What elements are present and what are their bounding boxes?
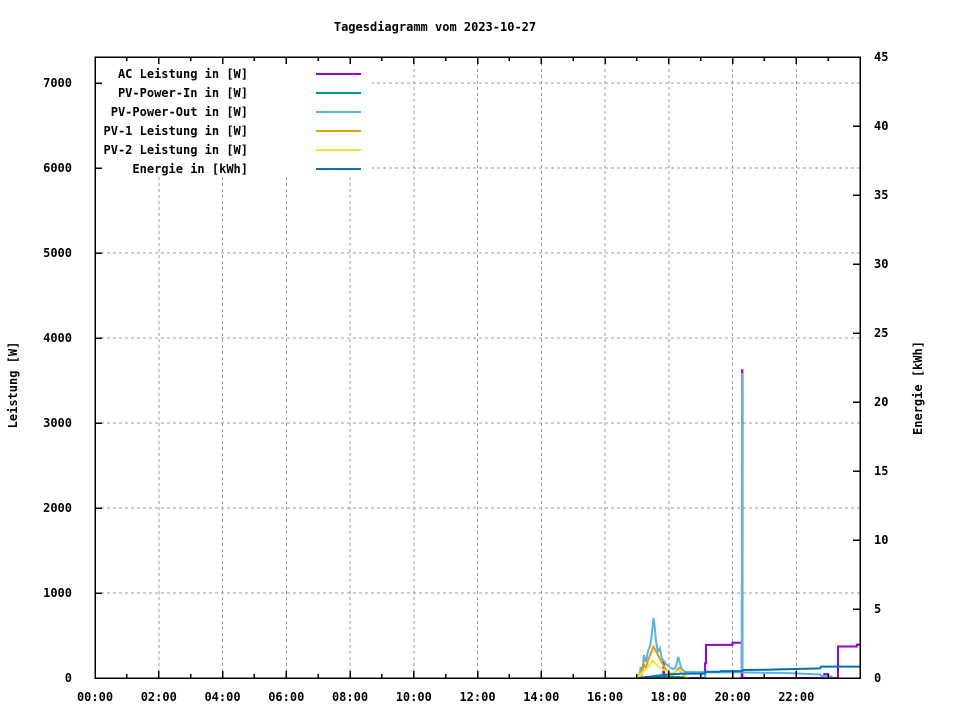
legend-label: PV-Power-In in [W] <box>118 86 248 100</box>
x-axis-tick-label: 12:00 <box>459 690 495 704</box>
x-axis-tick-label: 00:00 <box>77 690 113 704</box>
legend-background <box>96 62 372 176</box>
legend-entry-energie-in-kwh: Energie in [kWh] <box>132 162 361 176</box>
y2-axis-tick-label: 20 <box>874 395 888 409</box>
y-axis-tick-label: 3000 <box>43 416 72 430</box>
y-axis-tick-label: 1000 <box>43 586 72 600</box>
y2-axis-tick-label: 15 <box>874 464 888 478</box>
y-axis-label-right: Energie [kWh] <box>911 341 925 435</box>
x-axis-tick-label: 06:00 <box>268 690 304 704</box>
y2-axis-tick-label: 5 <box>874 602 881 616</box>
y2-axis-tick-label: 0 <box>874 671 881 685</box>
x-axis-tick-label: 14:00 <box>523 690 559 704</box>
y-axis-tick-label: 0 <box>65 671 72 685</box>
x-axis-tick-label: 08:00 <box>332 690 368 704</box>
legend: AC Leistung in [W] PV-Power-In in [W] PV-P… <box>96 62 372 176</box>
x-axis-tick-label: 22:00 <box>778 690 814 704</box>
y2-axis-tick-label: 25 <box>874 326 888 340</box>
legend-entry-ac-leistung-in-w: AC Leistung in [W] <box>118 67 361 81</box>
y-axis-tick-label: 2000 <box>43 501 72 515</box>
series-energie-in-kwh <box>638 665 860 679</box>
y-axis-tick-label: 7000 <box>43 76 72 90</box>
x-axis-tick-label: 16:00 <box>587 690 623 704</box>
series-pv-2-leistung-in-w <box>638 658 690 679</box>
series-pv-power-out-in-w <box>638 372 834 679</box>
y-axis-tick-label: 6000 <box>43 161 72 175</box>
series-pv-1-leistung-in-w <box>638 644 689 679</box>
x-axis-tick-label: 02:00 <box>141 690 177 704</box>
x-axis-tick-label: 20:00 <box>714 690 750 704</box>
axes-layer: 00:00 02:00 04:00 06:00 08:00 10:00 12:00 14:00… <box>43 50 888 704</box>
y2-axis-tick-label: 30 <box>874 257 888 271</box>
series-layer <box>638 369 860 679</box>
x-axis-tick-label: 18:00 <box>651 690 687 704</box>
series-ac-leistung-in-w <box>643 369 860 679</box>
chart-title: Tagesdiagramm vom 2023-10-27 <box>334 20 536 34</box>
x-axis-tick-label: 10:00 <box>396 690 432 704</box>
y-axis-tick-label: 4000 <box>43 331 72 345</box>
y2-axis-tick-label: 35 <box>874 188 888 202</box>
legend-label: Energie in [kWh] <box>132 162 248 176</box>
legend-label: PV-1 Leistung in [W] <box>104 124 249 138</box>
y2-axis-tick-label: 40 <box>874 119 888 133</box>
y2-axis-tick-label: 45 <box>874 50 888 64</box>
legend-label: PV-2 Leistung in [W] <box>104 143 249 157</box>
legend-entry-pv-2-leistung-in-w: PV-2 Leistung in [W] <box>104 143 361 157</box>
legend-entry-pv-1-leistung-in-w: PV-1 Leistung in [W] <box>104 124 361 138</box>
legend-entry-pv-power-in-in-w: PV-Power-In in [W] <box>118 86 361 100</box>
y-axis-label-left: Leistung [W] <box>6 342 20 429</box>
y-axis-tick-label: 5000 <box>43 246 72 260</box>
legend-label: AC Leistung in [W] <box>118 67 248 81</box>
legend-entry-pv-power-out-in-w: PV-Power-Out in [W] <box>111 105 361 119</box>
legend-label: PV-Power-Out in [W] <box>111 105 248 119</box>
x-axis-tick-label: 04:00 <box>204 690 240 704</box>
y2-axis-tick-label: 10 <box>874 533 888 547</box>
